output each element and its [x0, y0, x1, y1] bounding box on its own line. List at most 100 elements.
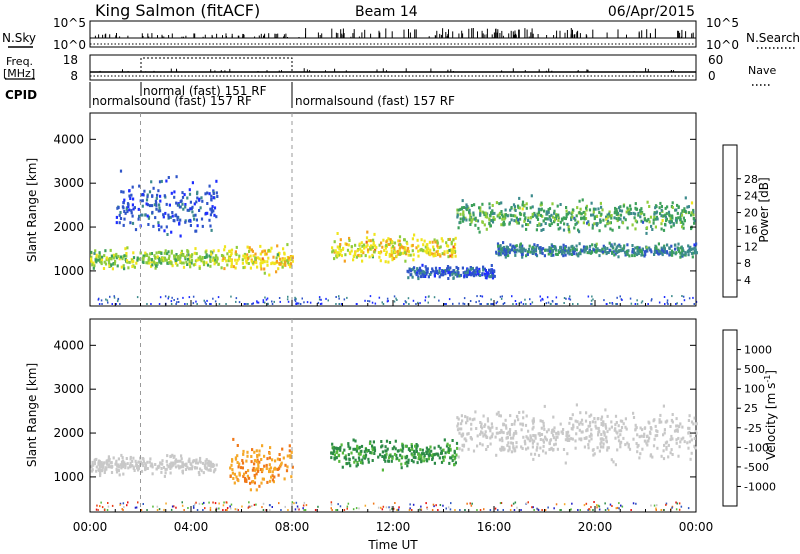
heatmap-cell: [100, 461, 103, 465]
heatmap-cell: [338, 245, 341, 249]
heatmap-cell: [662, 457, 666, 461]
heatmap-cell: [137, 207, 140, 211]
heatmap-cell: [498, 212, 501, 216]
heatmap-cell: [604, 224, 607, 228]
heatmap-cell: [125, 259, 129, 263]
noise-cell: [393, 507, 395, 510]
heatmap-cell: [176, 459, 179, 463]
heatmap-cell: [128, 260, 131, 264]
heatmap-cell: [92, 463, 95, 467]
heatmap-cell: [165, 202, 168, 206]
heatmap-cell: [671, 206, 674, 209]
heatmap-cell: [410, 443, 413, 447]
heatmap-cell: [480, 426, 484, 430]
heatmap-cell: [348, 239, 351, 242]
heatmap-cell: [684, 196, 687, 200]
heatmap-cell: [568, 421, 571, 425]
noise-cell: [230, 503, 233, 506]
heatmap-cell: [206, 202, 209, 205]
heatmap-cell: [591, 250, 594, 254]
heatmap-cell: [538, 222, 541, 226]
heatmap-cell: [681, 209, 684, 213]
heatmap-cell: [553, 443, 556, 447]
noise-cell: [616, 303, 618, 305]
heatmap-cell: [238, 254, 241, 258]
heatmap-cell: [417, 275, 420, 279]
heatmap-cell: [359, 254, 362, 258]
heatmap-cell: [594, 207, 597, 211]
heatmap-cell: [637, 249, 640, 253]
heatmap-cell: [660, 454, 663, 458]
heatmap-cell: [157, 224, 160, 228]
heatmap-cell: [103, 471, 106, 474]
heatmap-cell: [391, 240, 394, 244]
heatmap-cell: [452, 250, 455, 254]
heatmap-cell: [457, 417, 460, 421]
heatmap-cell: [674, 247, 677, 251]
heatmap-cell: [575, 248, 578, 252]
heatmap-cell: [661, 248, 664, 252]
noise-cell: [167, 297, 169, 300]
heatmap-cell: [443, 455, 446, 459]
heatmap-cell: [611, 250, 614, 254]
heatmap-cell: [617, 213, 620, 217]
heatmap-cell: [507, 449, 510, 453]
heatmap-cell: [510, 423, 513, 426]
heatmap-cell: [689, 245, 692, 249]
heatmap-cell: [514, 214, 517, 218]
heatmap-cell: [651, 228, 654, 231]
noise-cell: [294, 296, 296, 299]
heatmap-cell: [571, 247, 574, 251]
heatmap-cell: [155, 201, 158, 205]
heatmap-cell: [637, 213, 640, 217]
heatmap-cell: [680, 213, 684, 217]
noise-cell: [396, 509, 398, 511]
heatmap-cell: [390, 246, 393, 250]
heatmap-cell: [112, 253, 115, 257]
heatmap-cell: [587, 424, 590, 428]
heatmap-cell: [635, 220, 639, 224]
heatmap-cell: [602, 445, 605, 449]
heatmap-cell: [411, 453, 414, 457]
heatmap-cell: [531, 214, 534, 218]
heatmap-cell: [508, 251, 511, 255]
heatmap-cell: [598, 211, 601, 214]
noise-cell: [495, 302, 498, 305]
heatmap-cell: [437, 444, 440, 448]
heatmap-cell: [608, 221, 611, 225]
heatmap-cell: [134, 228, 138, 232]
heatmap-cell: [497, 410, 500, 414]
heatmap-cell: [583, 445, 586, 449]
heatmap-cell: [196, 192, 199, 196]
heatmap-cell: [259, 261, 262, 265]
heatmap-cell: [650, 250, 653, 254]
heatmap-cell: [438, 269, 441, 273]
heatmap-cell: [459, 207, 462, 211]
heatmap-cell: [262, 249, 265, 253]
heatmap-cell: [189, 265, 192, 269]
heatmap-cell: [658, 418, 661, 422]
y-tick-label: 2000: [53, 220, 84, 234]
heatmap-cell: [204, 250, 207, 254]
heatmap-cell: [654, 217, 657, 221]
noise-cell: [675, 501, 677, 504]
heatmap-cell: [147, 258, 150, 262]
heatmap-cell: [124, 247, 127, 251]
heatmap-cell: [169, 467, 172, 470]
noise-cell: [607, 509, 610, 511]
heatmap-cell: [519, 422, 522, 426]
heatmap-cell: [148, 204, 152, 208]
heatmap-cell: [382, 238, 385, 242]
heatmap-cell: [452, 276, 455, 280]
heatmap-cell: [212, 470, 216, 474]
heatmap-cell: [570, 427, 573, 431]
heatmap-cell: [175, 175, 178, 179]
heatmap-cell: [142, 464, 145, 468]
heatmap-cell: [454, 271, 457, 275]
heatmap-cell: [105, 467, 108, 471]
velocity-xlabel: Time UT: [367, 538, 418, 552]
heatmap-cell: [158, 259, 161, 263]
heatmap-cell: [461, 266, 464, 270]
heatmap-cell: [379, 453, 382, 457]
noise-cell: [279, 300, 281, 303]
